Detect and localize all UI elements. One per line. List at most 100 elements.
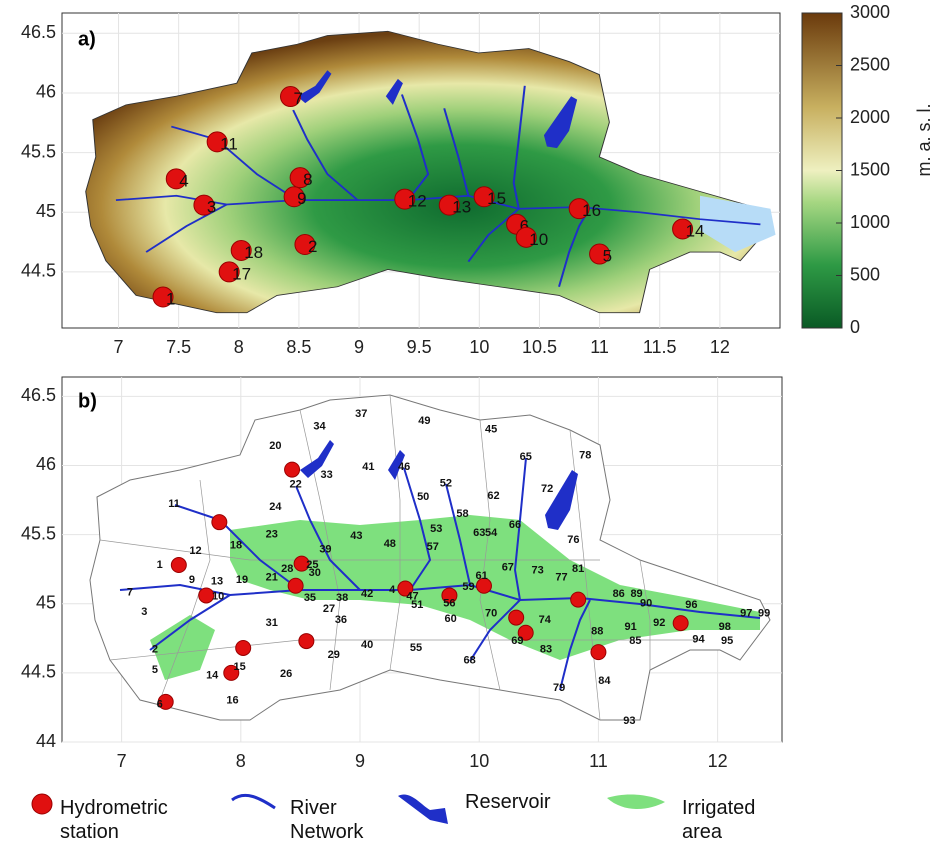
legend-entry: Hydrometric station xyxy=(60,796,190,844)
station xyxy=(171,558,186,573)
x-tick-label: 10 xyxy=(469,337,489,357)
subbasin-label: 45 xyxy=(485,423,497,435)
station-label: 12 xyxy=(408,192,427,211)
x-tick-label: 11 xyxy=(590,337,609,357)
subbasin-label: 2 xyxy=(152,643,158,655)
legend-entry: River Network xyxy=(290,796,390,844)
subbasin-label: 30 xyxy=(309,567,321,579)
subbasin-label: 53 xyxy=(430,523,442,535)
subbasin-label: 63 xyxy=(473,527,485,539)
legend-icon xyxy=(607,795,665,809)
x-tick-label: 9 xyxy=(355,751,365,771)
legend-entry: Reservoir xyxy=(465,790,595,814)
subbasin-label: 22 xyxy=(290,479,302,491)
station-label: 13 xyxy=(452,198,471,217)
station-label: 17 xyxy=(232,264,251,283)
colorbar-tick-label: 500 xyxy=(850,264,880,284)
subbasin-label: 72 xyxy=(541,483,553,495)
subbasin-label: 40 xyxy=(361,639,373,651)
subbasin-label: 34 xyxy=(313,421,326,433)
station xyxy=(299,634,314,649)
y-tick-label: 45 xyxy=(36,201,56,221)
subbasin-label: 79 xyxy=(553,682,565,694)
subbasin-label: 27 xyxy=(323,603,335,615)
subbasin-label: 59 xyxy=(462,581,474,593)
subbasin-label: 85 xyxy=(629,635,641,647)
subbasin-label: 39 xyxy=(319,544,331,556)
subbasin-label: 92 xyxy=(653,617,665,629)
subbasin-label: 96 xyxy=(685,599,697,611)
subbasin-label: 99 xyxy=(758,607,770,619)
subbasin-label: 67 xyxy=(502,562,514,574)
x-tick-label: 11 xyxy=(589,751,608,771)
subbasin-label: 31 xyxy=(266,617,278,629)
subbasin-label: 98 xyxy=(719,621,731,633)
subbasin-label: 29 xyxy=(328,649,340,661)
subbasin-label: 4 xyxy=(389,584,396,596)
subbasin-label: 48 xyxy=(384,538,396,550)
station xyxy=(571,592,586,607)
station-label: 2 xyxy=(308,237,317,256)
subbasin-label: 81 xyxy=(572,563,584,575)
subbasin-label: 38 xyxy=(336,592,348,604)
x-tick-label: 10 xyxy=(469,751,489,771)
subbasin-label: 49 xyxy=(418,415,430,427)
subbasin-label: 70 xyxy=(485,607,497,619)
subbasin-label: 36 xyxy=(335,614,347,626)
colorbar-tick-label: 2000 xyxy=(850,107,890,127)
subbasin-label: 11 xyxy=(168,498,180,510)
station xyxy=(285,462,300,477)
y-tick-label: 46.5 xyxy=(21,385,56,405)
subbasin-label: 77 xyxy=(555,571,567,583)
subbasin-label: 66 xyxy=(509,519,521,531)
subbasin-label: 12 xyxy=(189,545,201,557)
subbasin-label: 9 xyxy=(189,574,195,586)
subbasin-label: 19 xyxy=(236,574,248,586)
subbasin-label: 52 xyxy=(440,477,452,489)
subbasin-label: 94 xyxy=(692,634,705,646)
colorbar-tick-label: 1500 xyxy=(850,159,890,179)
subbasin-label: 13 xyxy=(211,576,223,588)
station-label: 14 xyxy=(686,221,705,240)
colorbar-tick-label: 1000 xyxy=(850,212,890,232)
station xyxy=(673,616,688,631)
subbasin-label: 56 xyxy=(443,598,455,610)
x-tick-label: 9.5 xyxy=(407,337,432,357)
subbasin-label: 65 xyxy=(520,451,532,463)
subbasin-label: 91 xyxy=(624,621,636,633)
y-tick-label: 45.5 xyxy=(21,523,56,543)
subbasin-label: 16 xyxy=(226,694,238,706)
subbasin-label: 97 xyxy=(740,607,752,619)
x-tick-label: 11.5 xyxy=(643,337,677,357)
x-tick-label: 8 xyxy=(236,751,246,771)
subbasin-label: 93 xyxy=(623,715,635,727)
legend-entry: Irrigated area xyxy=(682,796,782,844)
station-label: 7 xyxy=(294,89,303,108)
subbasin-label: 46 xyxy=(398,461,410,473)
subbasin-label: 78 xyxy=(579,450,591,462)
station xyxy=(236,640,251,655)
station-label: 9 xyxy=(297,189,306,208)
station-label: 8 xyxy=(303,170,312,189)
x-tick-label: 7.5 xyxy=(166,337,191,357)
subbasin-label: 18 xyxy=(230,540,242,552)
subbasin-label: 14 xyxy=(206,670,219,682)
x-tick-label: 9 xyxy=(354,337,364,357)
legend-icon xyxy=(32,794,52,814)
page: { "panel_a": {"label": "a)", "xlim": [6.… xyxy=(0,0,931,855)
subbasin-label: 68 xyxy=(464,654,476,666)
subbasin-label: 7 xyxy=(127,587,133,599)
subbasin-label: 73 xyxy=(532,564,544,576)
panel-label: b) xyxy=(78,390,97,412)
colorbar-tick-label: 0 xyxy=(850,317,860,337)
x-tick-label: 7 xyxy=(117,751,127,771)
subbasin-label: 74 xyxy=(539,614,552,626)
subbasin-label: 54 xyxy=(485,527,498,539)
station-label: 1 xyxy=(166,289,175,308)
subbasin-label: 51 xyxy=(411,599,423,611)
subbasin-label: 6 xyxy=(157,699,163,711)
subbasin-label: 61 xyxy=(475,570,487,582)
y-tick-label: 46 xyxy=(36,82,56,102)
y-tick-label: 45.5 xyxy=(21,141,56,161)
subbasin-label: 84 xyxy=(598,675,611,687)
